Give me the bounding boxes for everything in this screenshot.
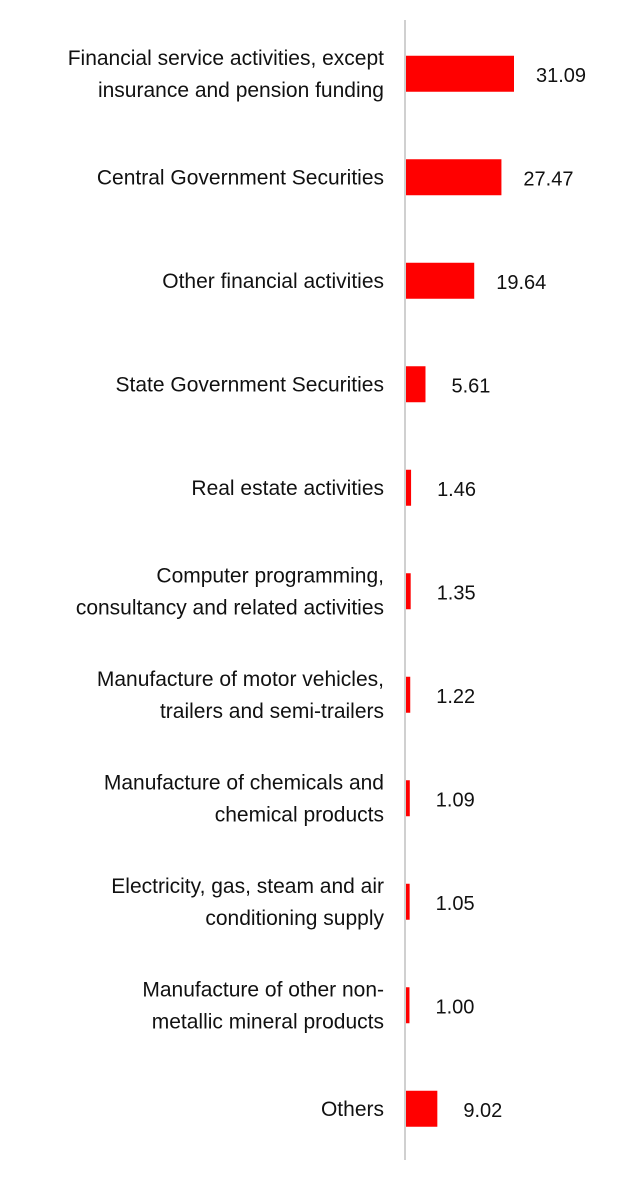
bar-7	[406, 780, 410, 817]
value-label-0: 31.09	[536, 65, 586, 87]
category-label-2: Other financial activities	[162, 270, 384, 293]
category-label-0-line-0: Financial service activities, except	[68, 47, 384, 70]
category-label-4: Real estate activities	[191, 477, 384, 500]
category-label-6-line-0: Manufacture of motor vehicles,	[97, 668, 384, 691]
category-label-1-line-0: Central Government Securities	[97, 166, 384, 189]
value-label-2: 19.64	[496, 272, 546, 294]
value-label-4: 1.46	[437, 479, 476, 501]
value-label-5: 1.35	[437, 582, 476, 604]
category-label-5-line-0: Computer programming,	[156, 564, 384, 587]
value-label-7: 1.09	[436, 789, 475, 811]
category-label-7-line-1: chemical products	[215, 803, 384, 826]
category-label-7-line-0: Manufacture of chemicals and	[104, 771, 384, 794]
bar-5	[406, 573, 411, 610]
category-label-1: Central Government Securities	[97, 166, 384, 189]
category-label-10-line-0: Others	[321, 1098, 384, 1121]
value-label-8: 1.05	[436, 893, 475, 915]
category-label-6-line-1: trailers and semi-trailers	[160, 700, 384, 723]
category-label-5-line-1: consultancy and related activities	[76, 596, 384, 619]
category-label-6: Manufacture of motor vehicles, trailers a…	[97, 668, 384, 723]
value-label-1: 27.47	[523, 168, 573, 190]
category-label-2-line-0: Other financial activities	[162, 270, 384, 293]
value-label-10: 9.02	[463, 1100, 502, 1122]
bar-6	[406, 676, 411, 713]
category-label-3: State Government Securities	[116, 373, 384, 396]
category-label-5: Computer programming, consultancy and rel…	[76, 564, 384, 619]
category-label-9-line-0: Manufacture of other non-	[142, 978, 384, 1001]
category-label-9-line-1: metallic mineral products	[152, 1010, 384, 1033]
category-label-3-line-0: State Government Securities	[116, 373, 384, 396]
value-label-3: 5.61	[451, 375, 490, 397]
bar-0	[406, 55, 514, 92]
bar-4	[406, 469, 412, 506]
category-label-9: Manufacture of other non-metallic minera…	[142, 978, 384, 1033]
bar-9	[406, 987, 410, 1024]
bar-1	[406, 159, 502, 196]
category-label-8-line-1: conditioning supply	[205, 907, 384, 930]
bar-10	[406, 1090, 438, 1127]
category-label-4-line-0: Real estate activities	[191, 477, 384, 500]
bar-8	[406, 883, 410, 920]
category-label-7: Manufacture of chemicals and chemical pro…	[104, 771, 384, 826]
category-label-8-line-0: Electricity, gas, steam and air	[111, 875, 384, 898]
bar-2	[406, 262, 475, 299]
category-label-10: Others	[321, 1098, 384, 1121]
category-label-0: Financial service activities, except insu…	[68, 47, 384, 102]
category-label-0-line-1: insurance and pension funding	[98, 79, 384, 102]
bar-3	[406, 366, 426, 403]
category-label-8: Electricity, gas, steam and air condition…	[111, 875, 384, 930]
value-label-9: 1.00	[435, 996, 474, 1018]
value-label-6: 1.22	[436, 686, 475, 708]
